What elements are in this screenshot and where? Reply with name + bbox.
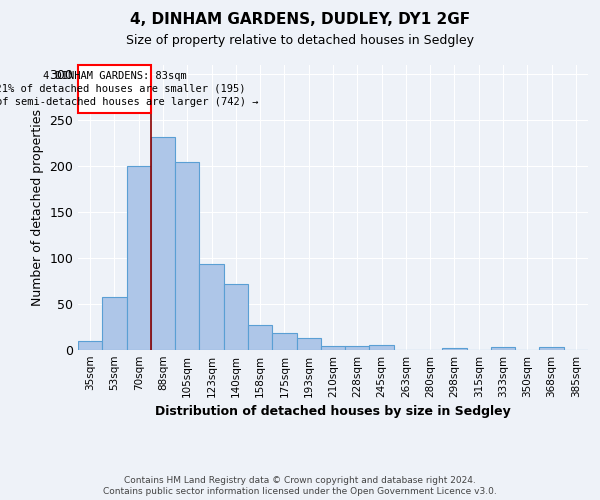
Bar (370, 346, 394, 350)
Bar (102, 296, 127, 350)
Bar (127, 166, 151, 350)
Bar (248, 325, 272, 350)
Bar (199, 264, 224, 350)
Text: 79% of semi-detached houses are larger (742) →: 79% of semi-detached houses are larger (… (0, 98, 258, 108)
Bar (224, 284, 248, 350)
Bar (78, 341, 102, 350)
X-axis label: Distribution of detached houses by size in Sedgley: Distribution of detached houses by size … (155, 406, 511, 418)
Bar (442, 348, 467, 350)
Text: ← 21% of detached houses are smaller (195): ← 21% of detached houses are smaller (19… (0, 84, 245, 94)
Bar (539, 347, 564, 350)
Bar (491, 347, 515, 350)
Text: Contains HM Land Registry data © Crown copyright and database right 2024.: Contains HM Land Registry data © Crown c… (124, 476, 476, 485)
Bar (345, 346, 370, 350)
Bar (296, 338, 321, 350)
Bar (175, 162, 199, 350)
Bar (151, 136, 175, 350)
Bar (321, 346, 345, 350)
Text: 4 DINHAM GARDENS: 83sqm: 4 DINHAM GARDENS: 83sqm (43, 70, 187, 81)
FancyBboxPatch shape (78, 65, 151, 113)
Text: 4, DINHAM GARDENS, DUDLEY, DY1 2GF: 4, DINHAM GARDENS, DUDLEY, DY1 2GF (130, 12, 470, 28)
Text: Contains public sector information licensed under the Open Government Licence v3: Contains public sector information licen… (103, 487, 497, 496)
Bar (272, 332, 296, 350)
Text: Size of property relative to detached houses in Sedgley: Size of property relative to detached ho… (126, 34, 474, 47)
Y-axis label: Number of detached properties: Number of detached properties (31, 109, 44, 306)
